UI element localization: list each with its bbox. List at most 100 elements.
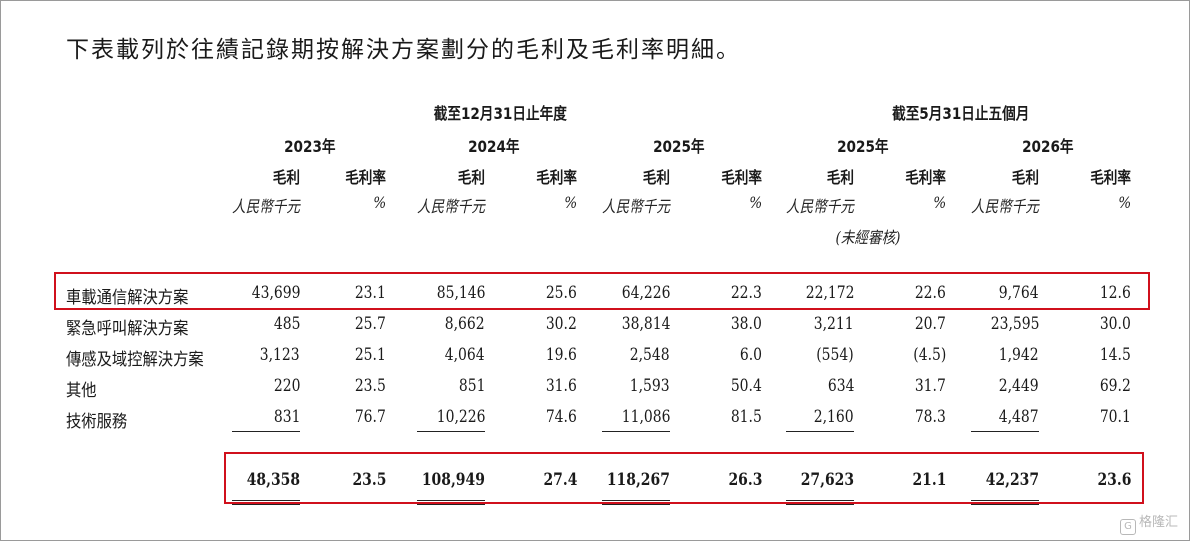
table-cell: 11,086: [621, 407, 670, 427]
table-cell: 70.1: [1099, 407, 1131, 427]
unit-percent: %: [933, 193, 946, 212]
table-cell: 22.3: [730, 283, 762, 303]
total-cell: 108,949: [421, 470, 485, 490]
unit-rmb-thousand: 人民幣千元: [785, 197, 854, 216]
unit-rmb-thousand: 人民幣千元: [416, 197, 485, 216]
total-cell: 42,237: [985, 470, 1039, 490]
total-double-rule: [786, 504, 854, 505]
group-header-annual: 截至12月31日止年度: [433, 104, 567, 123]
col-header-gross-profit: 毛利: [826, 168, 854, 187]
row-label: 其他: [66, 381, 97, 401]
col-header-gross-profit: 毛利: [642, 168, 670, 187]
table-cell: 76.7: [354, 407, 386, 427]
total-cell: 27.4: [543, 470, 577, 490]
table-cell: 3,123: [260, 345, 300, 365]
total-double-rule: [786, 500, 854, 501]
table-cell: 634: [827, 376, 854, 396]
row-label: 緊急呼叫解決方案: [66, 319, 189, 339]
table-cell: 85,146: [436, 283, 485, 303]
table-cell: 74.6: [545, 407, 577, 427]
table-cell: 831: [273, 407, 300, 427]
subtotal-rule: [232, 431, 300, 432]
total-cell: 26.3: [728, 470, 762, 490]
total-cell: 27,623: [800, 470, 854, 490]
total-double-rule: [971, 500, 1039, 501]
table-cell: 25.7: [354, 314, 386, 334]
highlight-box-total-row: [224, 452, 1144, 504]
table-cell: 50.4: [730, 376, 762, 396]
table-cell: 30.2: [545, 314, 577, 334]
table-cell: 4,487: [999, 407, 1039, 427]
year-header-2025-interim: 2025年: [837, 137, 889, 156]
col-header-margin: 毛利率: [536, 168, 577, 187]
unit-rmb-thousand: 人民幣千元: [601, 197, 670, 216]
subtotal-rule: [417, 431, 485, 432]
intro-sentence: 下表載列於往績記錄期按解決方案劃分的毛利及毛利率明細。: [66, 37, 741, 63]
table-cell: (4.5): [912, 345, 946, 365]
table-cell: 30.0: [1099, 314, 1131, 334]
col-header-gross-profit: 毛利: [457, 168, 485, 187]
table-cell: 23.5: [354, 376, 386, 396]
table-cell: 10,226: [436, 407, 485, 427]
col-header-gross-profit: 毛利: [1011, 168, 1039, 187]
total-double-rule: [602, 500, 670, 501]
year-header-2026-interim: 2026年: [1022, 137, 1074, 156]
unit-percent: %: [749, 193, 762, 212]
table-cell: 64,226: [621, 283, 670, 303]
table-cell: 19.6: [545, 345, 577, 365]
row-label: 傳感及域控解決方案: [66, 350, 204, 370]
table-cell: 25.6: [545, 283, 577, 303]
unit-percent: %: [564, 193, 577, 212]
col-header-margin: 毛利率: [345, 168, 386, 187]
table-cell: 43,699: [251, 283, 300, 303]
col-header-margin: 毛利率: [1090, 168, 1131, 187]
table-cell: 485: [273, 314, 300, 334]
subtotal-rule: [602, 431, 670, 432]
watermark-icon: G: [1119, 519, 1136, 535]
group-header-interim: 截至5月31日止五個月: [891, 104, 1029, 123]
table-cell: 81.5: [730, 407, 762, 427]
table-cell: 12.6: [1099, 283, 1131, 303]
table-cell: 23.1: [354, 283, 386, 303]
total-double-rule: [232, 500, 300, 501]
row-label: 技術服務: [66, 412, 128, 432]
total-cell: 23.6: [1097, 470, 1131, 490]
unit-rmb-thousand: 人民幣千元: [970, 197, 1039, 216]
subtotal-rule: [786, 431, 854, 432]
subtotal-rule: [971, 431, 1039, 432]
table-cell: 9,764: [999, 283, 1039, 303]
unit-percent: %: [1118, 193, 1131, 212]
unaudited-note: (未經審核): [834, 228, 900, 247]
table-cell: 220: [273, 376, 300, 396]
unit-percent: %: [373, 193, 386, 212]
table-cell: (554): [816, 345, 854, 365]
year-header-2024: 2024年: [468, 137, 520, 156]
table-cell: 8,662: [445, 314, 485, 334]
total-cell: 48,358: [246, 470, 300, 490]
total-double-rule: [417, 500, 485, 501]
table-cell: 3,211: [814, 314, 854, 334]
total-cell: 23.5: [352, 470, 386, 490]
table-cell: 23,595: [990, 314, 1039, 334]
total-double-rule: [232, 504, 300, 505]
table-cell: 2,548: [630, 345, 670, 365]
total-double-rule: [602, 504, 670, 505]
table-cell: 6.0: [739, 345, 762, 365]
table-cell: 22,172: [805, 283, 854, 303]
col-header-margin: 毛利率: [721, 168, 762, 187]
table-cell: 31.6: [545, 376, 577, 396]
total-double-rule: [971, 504, 1039, 505]
total-cell: 21.1: [912, 470, 946, 490]
col-header-gross-profit: 毛利: [272, 168, 300, 187]
col-header-margin: 毛利率: [905, 168, 946, 187]
table-cell: 38.0: [730, 314, 762, 334]
table-cell: 851: [458, 376, 485, 396]
table-cell: 1,942: [999, 345, 1039, 365]
total-cell: 118,267: [606, 470, 670, 490]
table-cell: 4,064: [445, 345, 485, 365]
table-cell: 38,814: [621, 314, 670, 334]
table-cell: 20.7: [914, 314, 946, 334]
highlight-box-vehicle-row: [54, 272, 1150, 310]
table-cell: 31.7: [914, 376, 946, 396]
table-cell: 69.2: [1099, 376, 1131, 396]
